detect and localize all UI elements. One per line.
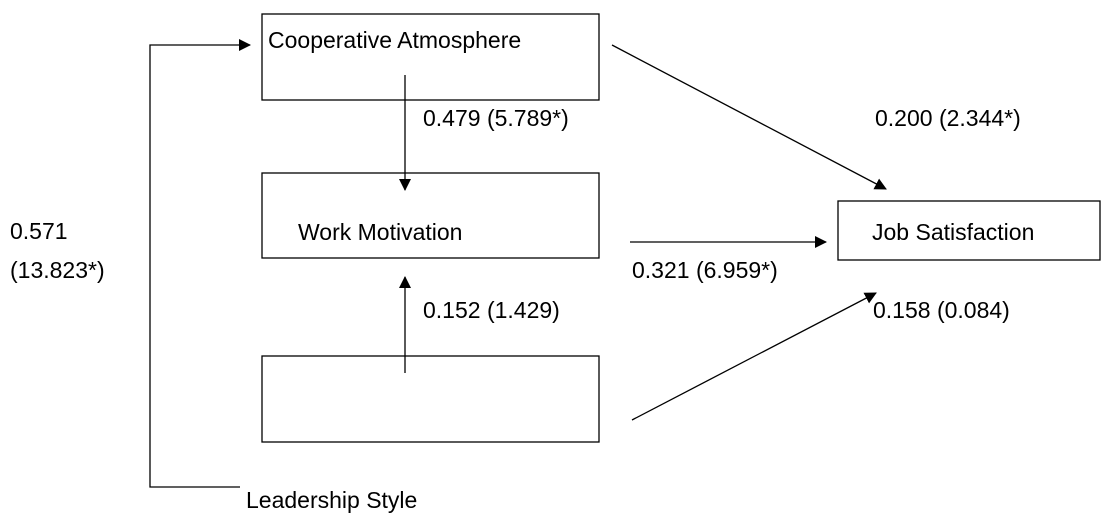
node-box: [261, 355, 600, 443]
arrow: [611, 44, 887, 190]
node-box: [837, 200, 1101, 261]
arrow: [631, 292, 877, 421]
node-box: [261, 13, 600, 101]
path-label: (13.823*): [10, 257, 105, 283]
node-label: Leadership Style: [246, 487, 417, 513]
path-label: 0.200 (2.344*): [875, 105, 1021, 131]
path-label: 0.152 (1.429): [423, 297, 560, 323]
arrow: [149, 39, 251, 488]
node-label: Cooperative Atmosphere: [268, 27, 521, 53]
path-label: 0.321 (6.959*): [632, 257, 778, 283]
path-label: 0.158 (0.084): [873, 297, 1010, 323]
path-label: 0.479 (5.789*): [423, 105, 569, 131]
node-label: Work Motivation: [298, 219, 462, 245]
node-label: Job Satisfaction: [872, 219, 1034, 245]
path-label: 0.571: [10, 218, 68, 244]
node-box: [261, 172, 600, 259]
